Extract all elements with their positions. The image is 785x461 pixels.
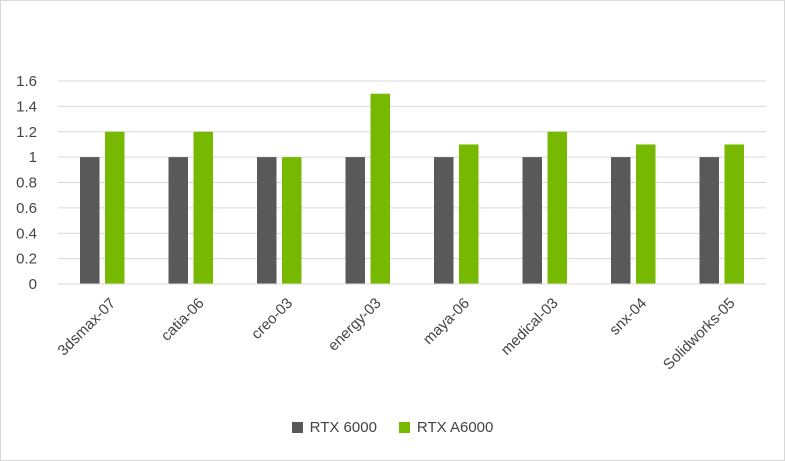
x-tick-label: 3dsmax-07 [55, 295, 119, 359]
x-tick-label: maya-06 [420, 295, 473, 348]
x-tick-label: medical-03 [498, 295, 562, 359]
bar-rtx-6000-catia-06 [168, 157, 188, 284]
y-tick-label: 0.6 [16, 200, 37, 217]
bar-rtx-6000-medical-03 [522, 157, 542, 284]
bar-rtx-a6000-creo-03 [282, 157, 302, 284]
bars [80, 93, 744, 284]
legend-label-rtx-6000: RTX 6000 [309, 419, 377, 436]
legend-label-rtx-a6000: RTX A6000 [416, 419, 494, 436]
x-tick-label: Solidworks-05 [660, 295, 739, 374]
bar-rtx-a6000-energy-03 [370, 93, 390, 284]
x-tick-label: snx-04 [606, 295, 650, 339]
bar-rtx-6000-maya-06 [434, 157, 454, 284]
y-axis-ticks: 0 0.2 0.4 0.6 0.8 1 1.2 1.4 1.6 [16, 73, 37, 293]
y-tick-label: 0 [29, 276, 37, 293]
bar-rtx-a6000-maya-06 [459, 144, 479, 284]
y-tick-label: 1.4 [16, 98, 37, 115]
legend: RTX 6000 RTX A6000 [1, 419, 784, 436]
x-tick-label: creo-03 [248, 295, 296, 343]
legend-item-rtx-a6000: RTX A6000 [398, 419, 494, 436]
y-tick-label: 1.2 [16, 124, 37, 141]
legend-swatch-rtx-a6000 [398, 422, 410, 433]
bar-rtx-6000-energy-03 [345, 157, 365, 284]
bar-rtx-a6000-snx-04 [636, 144, 656, 284]
gridlines [58, 80, 766, 260]
y-tick-label: 1.6 [16, 73, 37, 90]
x-tick-label: energy-03 [325, 295, 385, 355]
bar-rtx-a6000-3dsmax-07 [105, 131, 125, 284]
bar-rtx-6000-solidworks-05 [699, 157, 719, 284]
y-tick-label: 0.4 [16, 225, 37, 242]
legend-swatch-rtx-6000 [291, 422, 303, 433]
y-tick-label: 0.8 [16, 175, 37, 192]
bar-rtx-a6000-catia-06 [193, 131, 213, 284]
x-axis-labels: 3dsmax-07 catia-06 creo-03 energy-03 maya-06… [55, 295, 739, 374]
y-tick-label: 1 [29, 149, 37, 166]
legend-item-rtx-6000: RTX 6000 [291, 419, 377, 436]
x-tick-label: catia-06 [158, 295, 208, 345]
bar-rtx-6000-creo-03 [257, 157, 277, 284]
bar-rtx-a6000-solidworks-05 [724, 144, 744, 284]
bar-rtx-6000-3dsmax-07 [80, 157, 100, 284]
bar-rtx-a6000-medical-03 [547, 131, 567, 284]
y-tick-label: 0.2 [16, 251, 37, 268]
bar-rtx-6000-snx-04 [611, 157, 631, 284]
